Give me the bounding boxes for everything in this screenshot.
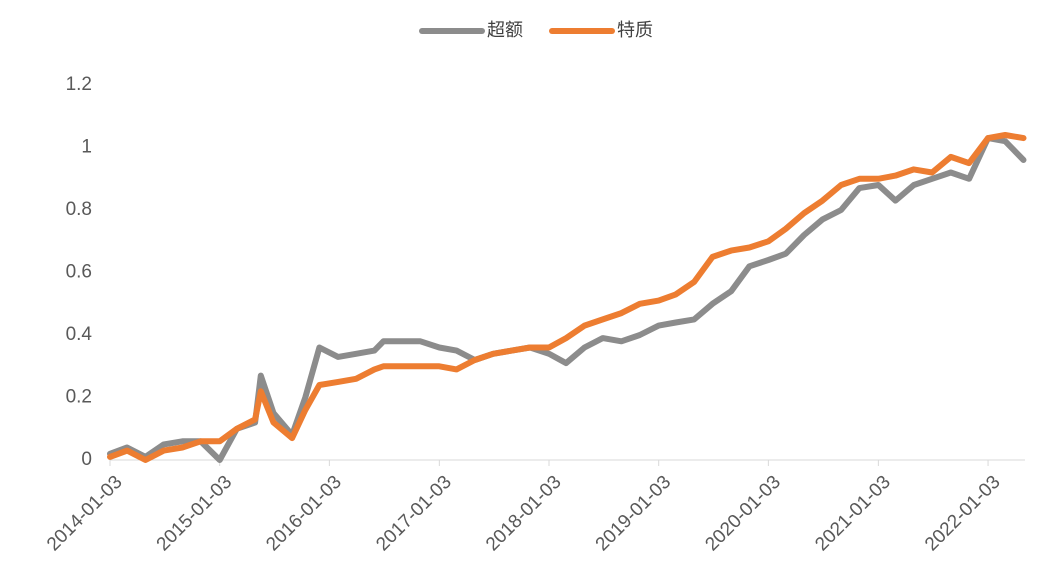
x-tick-label: 2019-01-03 <box>592 472 676 556</box>
x-tick-label: 2018-01-03 <box>482 472 566 556</box>
y-tick-label: 1.2 <box>66 74 92 95</box>
legend-label: 特质 <box>617 20 653 40</box>
x-tick-label: 2017-01-03 <box>372 472 456 556</box>
x-tick-label: 2015-01-03 <box>153 472 237 556</box>
y-tick-label: 0.6 <box>66 262 92 283</box>
x-tick-label: 2014-01-03 <box>43 472 127 556</box>
x-tick-label: 2021-01-03 <box>811 472 895 556</box>
x-tick-label: 2020-01-03 <box>701 472 785 556</box>
y-tick-label: 0 <box>81 449 92 470</box>
x-tick-label: 2022-01-03 <box>921 472 1005 556</box>
y-tick-label: 0.2 <box>66 387 92 408</box>
legend-label: 超额 <box>487 20 523 40</box>
series-line <box>107 135 1027 463</box>
y-tick-label: 0.4 <box>66 324 93 345</box>
x-tick-label: 2016-01-03 <box>262 472 346 556</box>
y-tick-label: 0.8 <box>66 199 92 220</box>
y-tick-label: 1 <box>81 137 92 158</box>
series-line <box>107 132 1027 463</box>
